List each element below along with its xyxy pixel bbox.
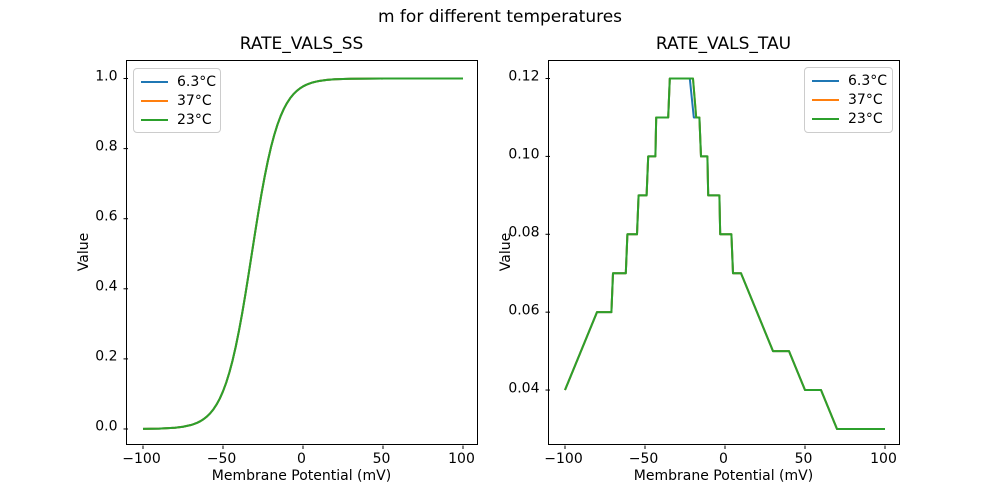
left-plot-area: [123, 59, 478, 449]
right-plot-area: [545, 59, 900, 449]
legend-line-swatch: [812, 79, 839, 82]
legend-label: 23°C: [177, 111, 212, 128]
plot-1-x-tick-label: −100: [544, 451, 583, 467]
plot-1-y-tick-label: 0.10: [508, 146, 540, 163]
plot-1-x-tick-label: 50: [794, 451, 813, 467]
plot-0-x-tick-label: 50: [372, 451, 391, 467]
plot-1-series-line-23°C: [563, 77, 885, 430]
legend-entry: 37°C: [812, 92, 885, 108]
plot-0-x-tick-label: 0: [297, 451, 306, 467]
legend-label: 23°C: [848, 111, 883, 128]
legend-line-swatch: [812, 98, 839, 101]
figure-title: m for different temperatures: [377, 7, 623, 27]
plot-1-title: RATE_VALS_TAU: [655, 33, 792, 54]
legend-label: 37°C: [177, 92, 212, 109]
legend-line-swatch: [812, 118, 839, 121]
legend-label: 37°C: [848, 91, 883, 108]
plot-1-x-tick-label: 100: [870, 451, 897, 467]
plot-0-title: RATE_VALS_SS: [239, 33, 364, 54]
plot-0-canvas: [123, 77, 463, 449]
plot-0-y-tick-label: 1.0: [95, 68, 118, 85]
legend-entry: 37°C: [141, 93, 213, 109]
plot-1-y-tick-label: 0.12: [508, 68, 540, 85]
plot-0-legend: 6.3°C 37°C 23°C: [133, 68, 221, 133]
plot-1-y-tick-label: 0.06: [508, 302, 540, 319]
plot-0-y-tick-label: 0.6: [95, 208, 118, 225]
plot-0-x-tick-label: −50: [206, 451, 237, 467]
plot-0-y-tick-label: 0.2: [95, 348, 118, 365]
plot-0-xlabel: Membrane Potential (mV): [211, 468, 392, 484]
plot-0-y-tick-label: 0.0: [95, 418, 118, 435]
legend-line-swatch: [141, 118, 168, 121]
plot-0-x-tick-label: 100: [448, 451, 475, 467]
legend-entry: 6.3°C: [812, 72, 888, 89]
legend-entry: 23°C: [812, 111, 885, 127]
plot-1-legend: 6.3°C 37°C 23°C: [804, 67, 893, 133]
plot-1-y-tick-label: 0.04: [508, 380, 540, 397]
plot-1-xlabel: Membrane Potential (mV): [633, 468, 814, 484]
plot-0-series-line-23°C: [142, 77, 463, 430]
plot-1-x-tick-label: −50: [628, 451, 659, 467]
plot-0-x-tick-label: −100: [122, 451, 161, 467]
plot-1-x-tick-label: 0: [719, 451, 728, 467]
plot-0-y-tick-label: 0.8: [95, 138, 118, 155]
legend-line-swatch: [141, 99, 168, 102]
plot-0-ylabel: Value: [75, 233, 92, 272]
legend-line-swatch: [141, 80, 168, 83]
legend-entry: 6.3°C: [141, 73, 217, 90]
legend-entry: 23°C: [141, 112, 213, 128]
legend-label: 6.3°C: [177, 73, 217, 90]
plot-1-canvas: [545, 77, 885, 449]
legend-label: 6.3°C: [848, 72, 888, 89]
plot-1-y-tick-label: 0.08: [508, 224, 540, 241]
plot-0-y-tick-label: 0.4: [95, 278, 118, 295]
